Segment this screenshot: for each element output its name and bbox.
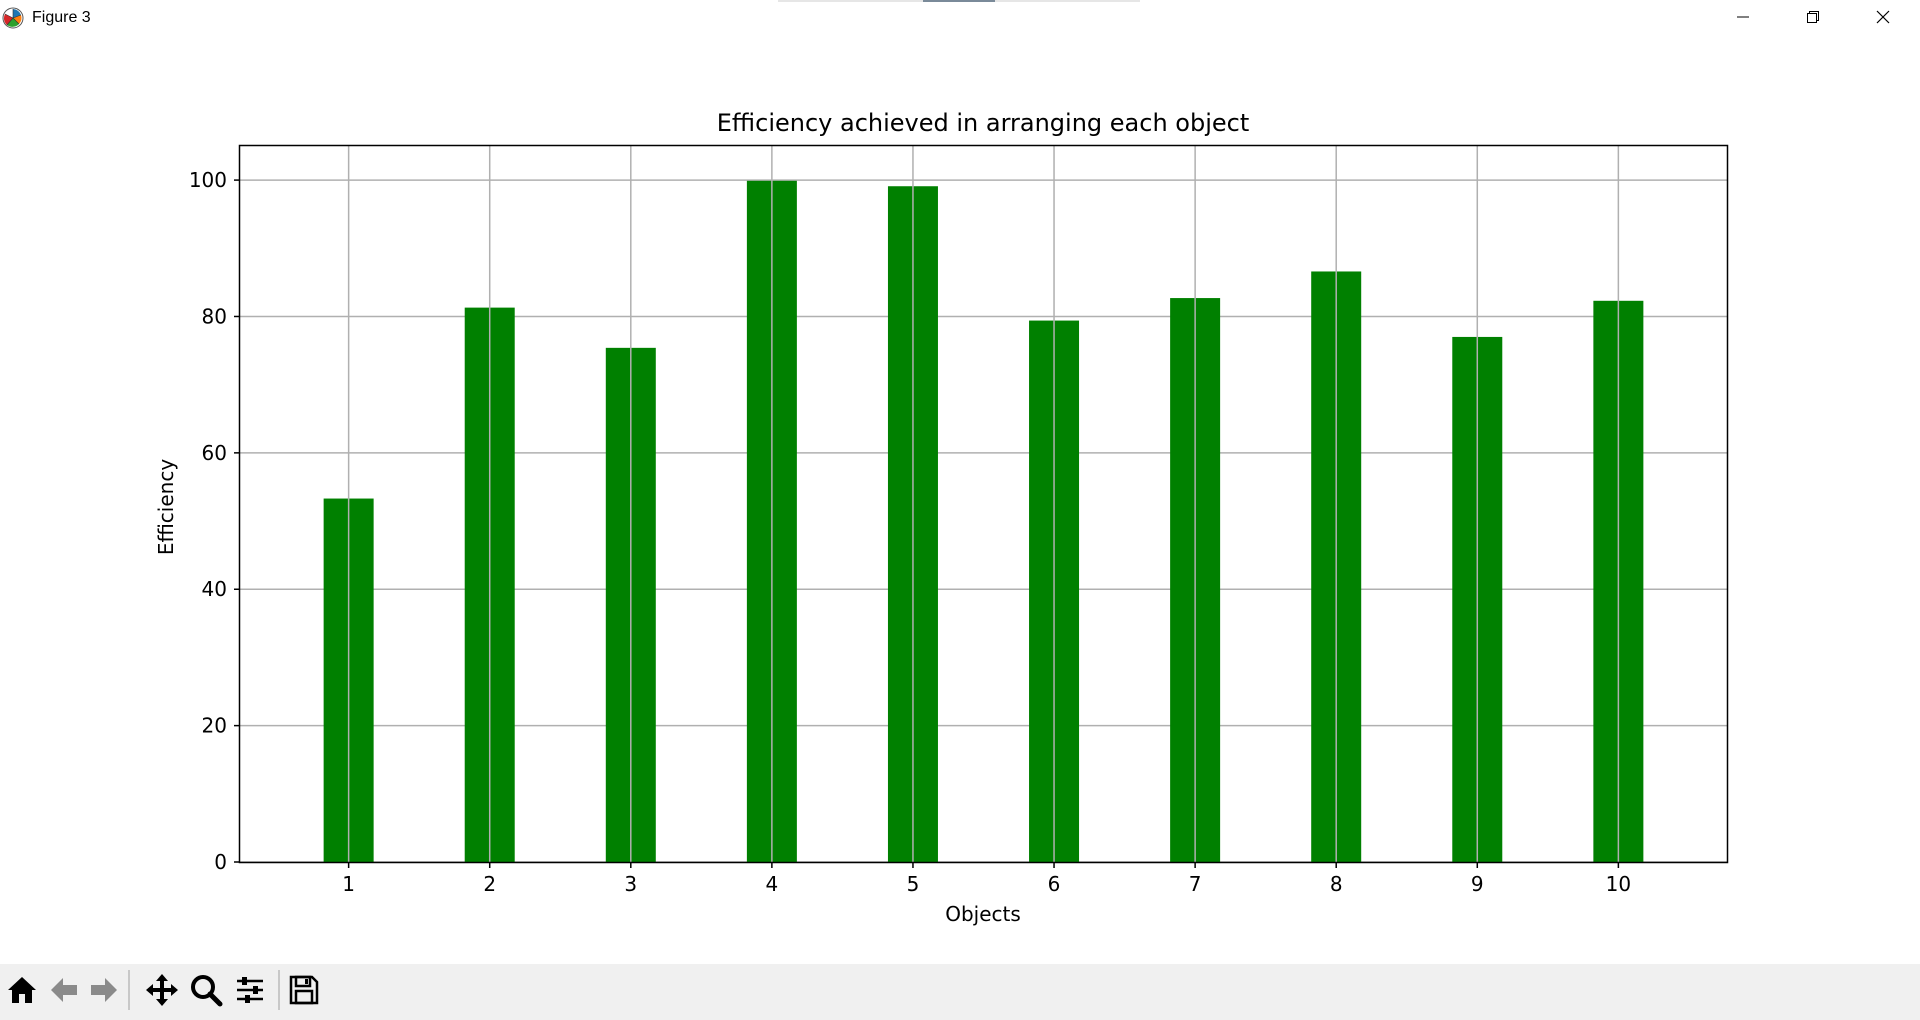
axis-ticks: 0 20 40 60 80 100 1 2 3 4 5 6 7 8 9 10 bbox=[189, 168, 1631, 896]
bar-chart: Efficiency achieved in arranging each ob… bbox=[154, 109, 1729, 926]
toolbar-separator bbox=[128, 970, 130, 1010]
home-icon bbox=[8, 977, 36, 1003]
figure-canvas[interactable]: Efficiency achieved in arranging each ob… bbox=[0, 36, 1920, 964]
navigation-toolbar bbox=[0, 964, 1920, 1020]
y-tick-label: 40 bbox=[202, 577, 227, 601]
title-bar-divider-active bbox=[923, 0, 995, 2]
configure-subplots-icon bbox=[237, 977, 263, 1003]
window-title: Figure 3 bbox=[32, 9, 91, 26]
x-tick-label: 9 bbox=[1471, 872, 1484, 896]
plot-frame bbox=[238, 144, 1729, 864]
y-tick-label: 80 bbox=[202, 304, 227, 328]
restore-button[interactable] bbox=[1778, 0, 1848, 34]
x-grid-lines bbox=[347, 146, 1620, 862]
x-tick-label: 7 bbox=[1189, 872, 1202, 896]
back-button[interactable] bbox=[44, 970, 84, 1010]
forward-button[interactable] bbox=[84, 970, 124, 1010]
x-tick-label: 3 bbox=[624, 872, 637, 896]
zoom-button[interactable] bbox=[186, 970, 226, 1010]
restore-icon bbox=[1807, 11, 1819, 23]
x-tick-label: 6 bbox=[1048, 872, 1061, 896]
pan-icon bbox=[146, 974, 178, 1006]
zoom-icon bbox=[191, 975, 223, 1007]
bars bbox=[323, 180, 1644, 863]
grid-lines bbox=[240, 179, 1727, 863]
x-tick-label: 5 bbox=[907, 872, 920, 896]
minimize-button[interactable] bbox=[1708, 0, 1778, 34]
x-tick-label: 2 bbox=[483, 872, 496, 896]
save-button[interactable] bbox=[284, 970, 324, 1010]
y-tick-label: 60 bbox=[202, 441, 227, 465]
matplotlib-logo-icon bbox=[2, 7, 24, 29]
configure-subplots-button[interactable] bbox=[230, 970, 270, 1010]
x-axis-label: Objects bbox=[945, 902, 1021, 926]
y-axis-label: Efficiency bbox=[154, 459, 178, 556]
back-icon bbox=[51, 978, 77, 1002]
home-button[interactable] bbox=[2, 970, 42, 1010]
forward-icon bbox=[91, 978, 117, 1002]
save-icon bbox=[289, 975, 319, 1005]
title-bar[interactable]: Figure 3 bbox=[0, 0, 1920, 36]
chart-title: Efficiency achieved in arranging each ob… bbox=[717, 109, 1250, 137]
close-icon bbox=[1876, 10, 1890, 24]
toolbar-separator bbox=[278, 970, 280, 1010]
x-tick-label: 8 bbox=[1330, 872, 1343, 896]
minimize-icon bbox=[1737, 16, 1749, 18]
y-tick-label: 100 bbox=[189, 168, 227, 192]
close-button[interactable] bbox=[1848, 0, 1918, 34]
x-tick-label: 4 bbox=[766, 872, 779, 896]
y-tick-label: 0 bbox=[214, 850, 227, 874]
pan-button[interactable] bbox=[142, 970, 182, 1010]
x-tick-label: 10 bbox=[1606, 872, 1631, 896]
x-tick-label: 1 bbox=[342, 872, 355, 896]
y-tick-label: 20 bbox=[202, 714, 227, 738]
